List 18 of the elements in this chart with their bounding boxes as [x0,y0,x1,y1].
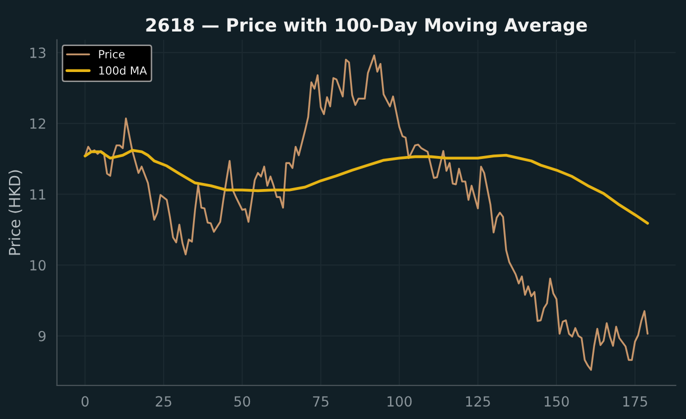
legend-label: 100d MA [99,66,147,75]
chart-title: 2618 — Price with 100-Day Moving Average [146,18,587,36]
x-tick-label: 175 [623,396,648,407]
y-tick-label: 10 [30,260,46,271]
y-tick-label: 11 [30,189,46,200]
x-tick-label: 125 [466,396,490,407]
x-tick-label: 0 [82,396,89,407]
legend-label: Price [99,50,125,58]
y-tick-label: 9 [38,330,46,342]
y-axis-title: Price (HKD) [8,170,22,255]
line-series [84,148,649,225]
x-tick-label: 100 [388,396,412,407]
y-tick-label: 12 [30,118,46,129]
x-tick-label: 75 [313,396,328,407]
x-tick-label: 25 [156,396,172,407]
y-tick-label: 13 [30,48,46,58]
x-tick-label: 50 [234,396,250,407]
x-tick-label: 150 [544,396,569,407]
